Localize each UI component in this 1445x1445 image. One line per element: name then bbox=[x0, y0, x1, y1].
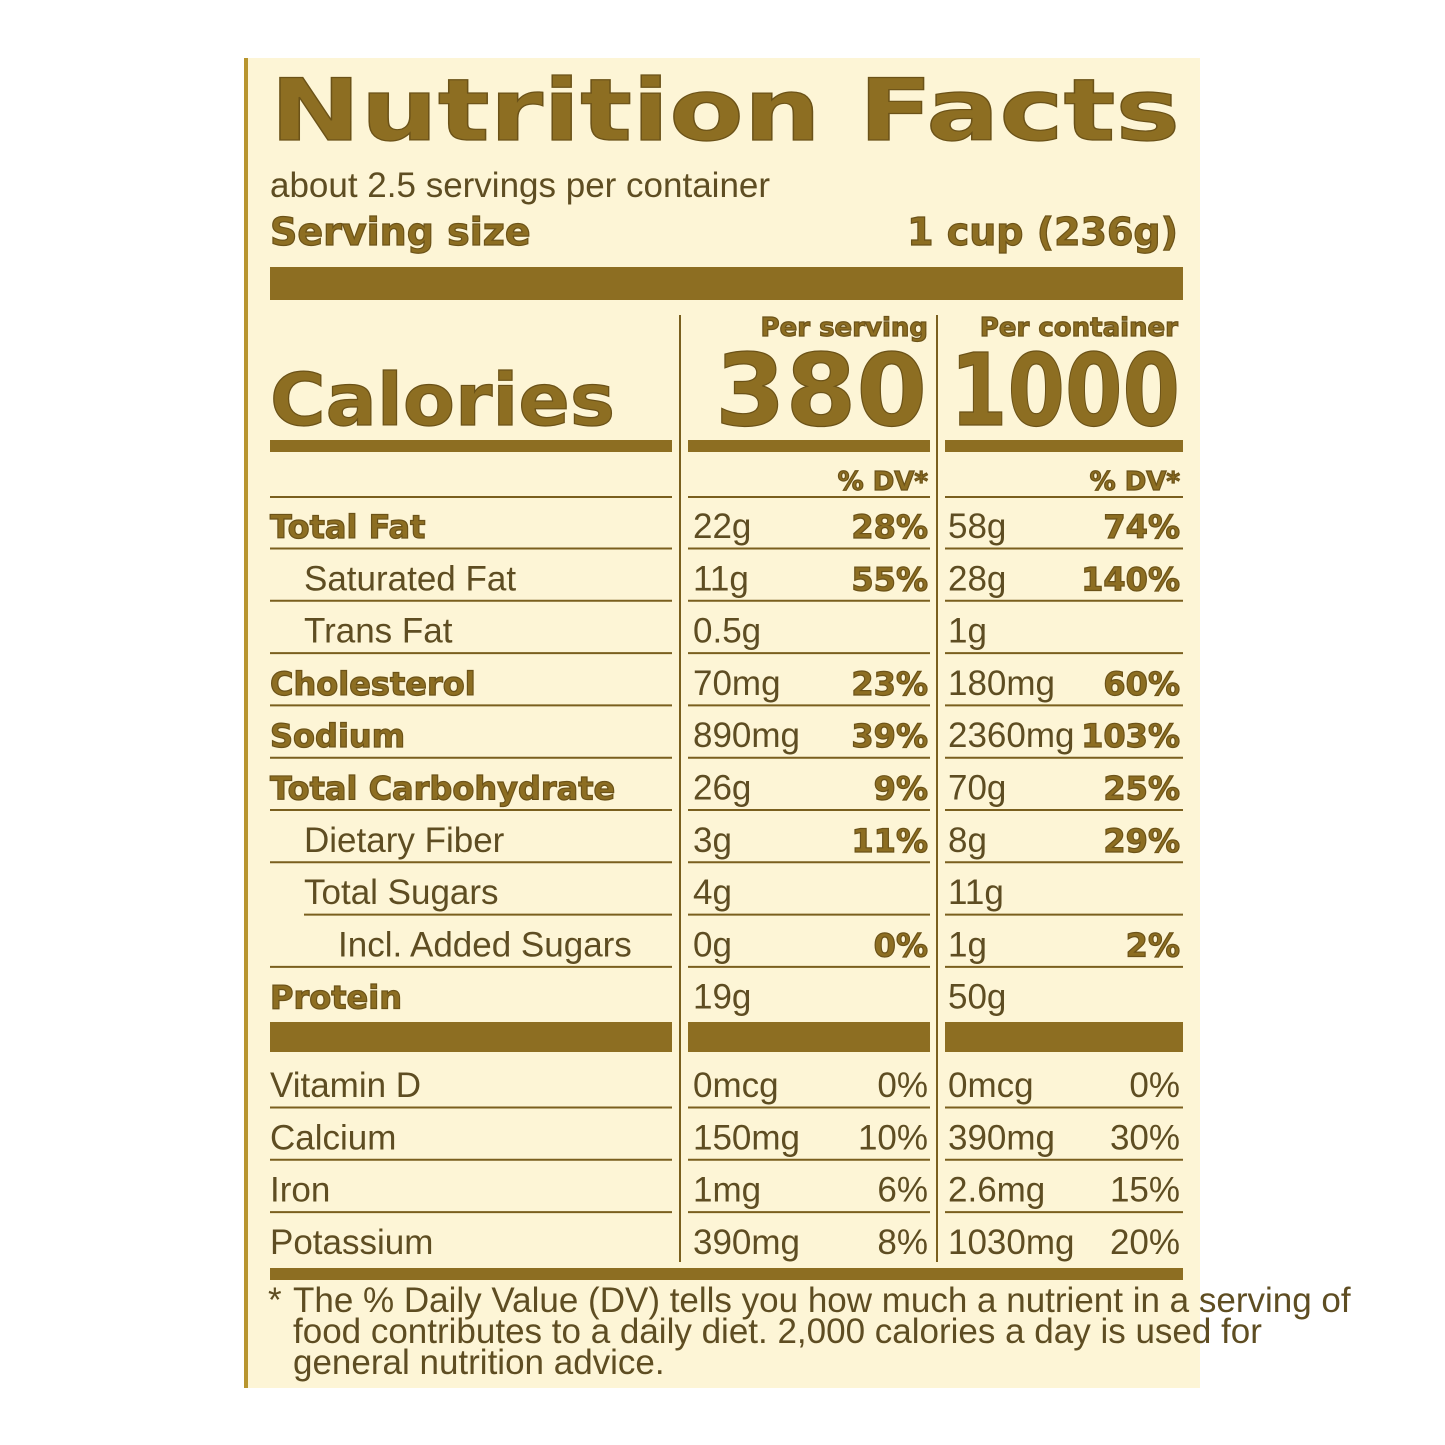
serving-dv: 39% bbox=[851, 717, 928, 755]
nutrient-name: Trans Fat bbox=[304, 612, 453, 651]
serving-amount: 4g bbox=[693, 873, 732, 912]
per-container-heading: Per container bbox=[980, 313, 1178, 343]
nutrient-name: Saturated Fat bbox=[304, 559, 516, 598]
thick-bar bbox=[270, 1022, 672, 1052]
thick-rule bbox=[270, 1268, 1183, 1280]
thick-bar bbox=[688, 1022, 930, 1052]
panel-edge bbox=[244, 58, 248, 1388]
serving-amount: 3g bbox=[693, 821, 732, 860]
nutrient-name: Protein bbox=[270, 979, 402, 1017]
serving-amount: 890mg bbox=[693, 716, 800, 755]
container-dv: 0% bbox=[1129, 1066, 1180, 1105]
thick-rule bbox=[945, 440, 1183, 452]
dv-heading: % DV* bbox=[1090, 467, 1181, 497]
serving-dv: 10% bbox=[858, 1118, 928, 1157]
per-serving-heading: Per serving bbox=[761, 313, 928, 343]
container-dv: 25% bbox=[1103, 770, 1180, 808]
nutrient-name: Sodium bbox=[270, 717, 405, 755]
nutrient-name: Total Fat bbox=[270, 508, 425, 546]
serving-amount: 0g bbox=[693, 925, 732, 964]
nutrient-name: Vitamin D bbox=[270, 1066, 421, 1105]
container-amount: 70g bbox=[948, 769, 1006, 808]
nutrient-name: Total Sugars bbox=[304, 873, 499, 912]
footnote-line: food contributes to a daily diet. 2,000 … bbox=[293, 1312, 1262, 1351]
calories-per-serving: 380 bbox=[715, 332, 927, 449]
container-dv: 140% bbox=[1081, 560, 1180, 598]
thick-rule bbox=[688, 440, 930, 452]
footnote-marker: * bbox=[268, 1281, 282, 1320]
serving-amount: 150mg bbox=[693, 1118, 800, 1157]
serving-amount: 19g bbox=[693, 978, 751, 1017]
serving-amount: 70mg bbox=[693, 664, 781, 703]
container-amount: 8g bbox=[948, 821, 987, 860]
serving-dv: 55% bbox=[851, 560, 928, 598]
nutrient-name: Cholesterol bbox=[270, 665, 476, 703]
serving-amount: 0.5g bbox=[693, 612, 761, 651]
nutrient-name: Incl. Added Sugars bbox=[338, 925, 632, 964]
calories-per-container: 1000 bbox=[950, 332, 1180, 449]
thick-bar bbox=[945, 1022, 1183, 1052]
serving-amount: 390mg bbox=[693, 1223, 800, 1262]
serving-dv: 23% bbox=[851, 665, 928, 703]
container-amount: 1030mg bbox=[948, 1223, 1074, 1262]
container-amount: 11g bbox=[948, 873, 1004, 912]
serving-dv: 11% bbox=[851, 822, 928, 860]
container-amount: 1g bbox=[948, 925, 987, 964]
container-amount: 2360mg bbox=[948, 716, 1074, 755]
container-amount: 2.6mg bbox=[948, 1171, 1045, 1210]
container-dv: 103% bbox=[1081, 717, 1180, 755]
thick-rule bbox=[270, 440, 672, 452]
serving-amount: 1mg bbox=[693, 1171, 761, 1210]
container-dv: 2% bbox=[1126, 926, 1180, 964]
container-dv: 60% bbox=[1103, 665, 1180, 703]
footnote-line: general nutrition advice. bbox=[293, 1343, 665, 1382]
container-amount: 180mg bbox=[948, 664, 1055, 703]
nutrient-name: Calcium bbox=[270, 1118, 396, 1157]
container-amount: 390mg bbox=[948, 1118, 1055, 1157]
serving-dv: 8% bbox=[877, 1223, 928, 1262]
serving-amount: 11g bbox=[693, 559, 749, 598]
serving-dv: 0% bbox=[877, 1066, 928, 1105]
nutrient-name: Potassium bbox=[270, 1223, 433, 1262]
serving-size-value: 1 cup (236g) bbox=[907, 210, 1178, 254]
nutrient-name: Dietary Fiber bbox=[304, 821, 505, 860]
serving-amount: 26g bbox=[693, 769, 751, 808]
container-dv: 15% bbox=[1110, 1171, 1180, 1210]
serving-dv: 0% bbox=[874, 926, 928, 964]
nutrient-name: Total Carbohydrate bbox=[270, 770, 615, 808]
container-amount: 58g bbox=[948, 507, 1006, 546]
calories-label: Calories bbox=[270, 358, 615, 442]
serving-dv: 6% bbox=[877, 1171, 928, 1210]
serving-dv: 9% bbox=[874, 770, 928, 808]
thick-bar bbox=[270, 267, 1183, 300]
container-dv: 20% bbox=[1110, 1223, 1180, 1262]
serving-size-label: Serving size bbox=[270, 210, 531, 254]
container-amount: 0mcg bbox=[948, 1066, 1034, 1105]
footnote-line: The % Daily Value (DV) tells you how muc… bbox=[293, 1281, 1351, 1320]
title: Nutrition Facts bbox=[270, 61, 1180, 161]
dv-heading: % DV* bbox=[838, 467, 929, 497]
container-amount: 28g bbox=[948, 559, 1006, 598]
container-amount: 50g bbox=[948, 978, 1006, 1017]
container-dv: 30% bbox=[1110, 1118, 1180, 1157]
servings: about 2.5 servings per container bbox=[270, 166, 770, 205]
container-amount: 1g bbox=[948, 612, 987, 651]
nutrient-name: Iron bbox=[270, 1171, 330, 1210]
container-dv: 29% bbox=[1103, 822, 1180, 860]
serving-amount: 0mcg bbox=[693, 1066, 779, 1105]
serving-dv: 28% bbox=[851, 508, 928, 546]
container-dv: 74% bbox=[1103, 508, 1180, 546]
serving-amount: 22g bbox=[693, 507, 751, 546]
